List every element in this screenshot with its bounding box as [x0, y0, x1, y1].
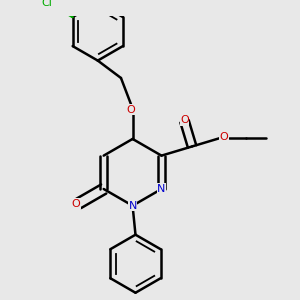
Text: Cl: Cl [42, 0, 52, 8]
Text: N: N [157, 184, 166, 194]
Text: O: O [127, 105, 136, 115]
Text: O: O [180, 115, 189, 125]
Text: O: O [220, 132, 229, 142]
Text: N: N [128, 201, 137, 211]
Text: O: O [71, 199, 80, 208]
